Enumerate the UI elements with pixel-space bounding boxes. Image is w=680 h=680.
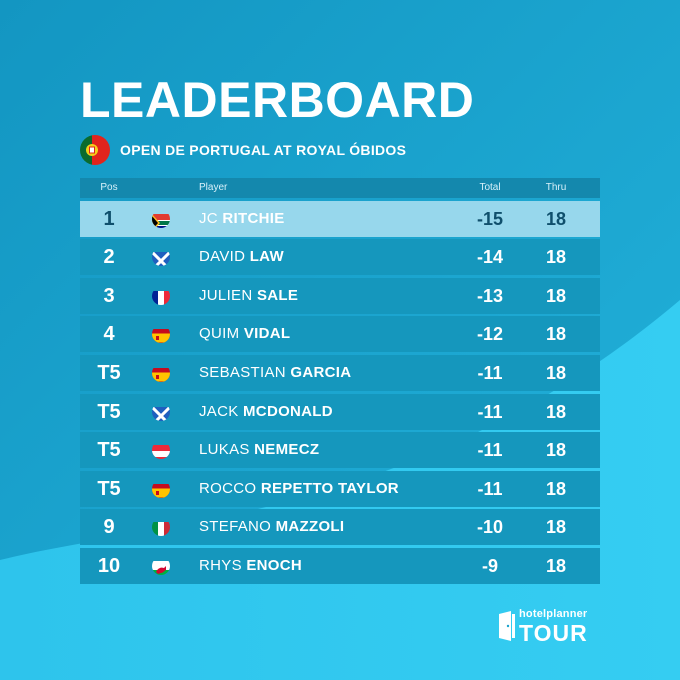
player-first-name: LUKAS xyxy=(199,441,250,459)
row-total: -11 xyxy=(477,401,503,422)
row-thru: 18 xyxy=(545,324,567,345)
france-flag-icon xyxy=(152,287,170,305)
row-thru: 18 xyxy=(545,247,567,268)
row-total: -11 xyxy=(477,478,503,499)
row-thru: 18 xyxy=(545,517,567,538)
portugal-flag-icon xyxy=(80,135,110,165)
player-last-name: RITCHIE xyxy=(222,209,285,227)
wales-flag-icon xyxy=(152,557,170,575)
scotland-flag-icon xyxy=(152,248,170,267)
row-position: 2 xyxy=(103,246,115,269)
player-last-name: GARCIA xyxy=(290,363,352,381)
row-total: -10 xyxy=(476,517,503,538)
hotelplanner-tour-logo: hotelplanner TOUR xyxy=(497,608,607,648)
row-total: -11 xyxy=(477,362,503,383)
row-total: -15 xyxy=(476,208,503,229)
row-position: 3 xyxy=(103,284,115,307)
row-position: 9 xyxy=(103,516,115,539)
row-thru: 18 xyxy=(545,440,567,461)
row-player: DAVID LAW xyxy=(199,239,284,275)
row-player: STEFANO MAZZOLI xyxy=(199,509,344,545)
player-last-name: NEMECZ xyxy=(254,441,320,459)
row-player: LUKAS NEMECZ xyxy=(199,432,319,468)
row-total: -11 xyxy=(477,440,503,461)
row-thru: 18 xyxy=(545,285,567,306)
row-thru: 18 xyxy=(545,362,567,383)
table-row: T5 SEBASTIAN GARCIA -11 18 xyxy=(80,354,600,391)
row-total: -14 xyxy=(476,247,503,268)
player-last-name: SALE xyxy=(256,286,299,304)
row-total: -12 xyxy=(476,324,503,345)
player-first-name: JC xyxy=(199,209,218,227)
scotland-flag-icon xyxy=(152,403,170,421)
austria-flag-icon xyxy=(152,441,170,460)
player-first-name: ROCCO xyxy=(199,479,257,497)
row-player: ROCCO REPETTO TAYLOR xyxy=(199,471,399,507)
logo-text-top: hotelplanner xyxy=(519,608,588,620)
table-row: 2 DAVID LAW -14 18 xyxy=(80,239,600,276)
table-header: Pos Player Total Thru xyxy=(80,178,600,198)
player-last-name: MCDONALD xyxy=(243,402,333,420)
column-header-thru: Thru xyxy=(545,182,567,193)
row-thru: 18 xyxy=(545,555,567,576)
row-position: T5 xyxy=(97,477,121,500)
player-first-name: SEBASTIAN xyxy=(199,363,286,381)
player-first-name: QUIM xyxy=(199,325,240,343)
player-first-name: DAVID xyxy=(199,248,246,266)
row-player: JULIEN SALE xyxy=(199,278,298,314)
player-first-name: JULIEN xyxy=(199,286,253,304)
south-africa-flag-icon xyxy=(152,210,170,228)
row-position: 10 xyxy=(97,554,121,577)
player-first-name: RHYS xyxy=(199,556,242,574)
table-row: 3 JULIEN SALE -13 18 xyxy=(80,277,600,314)
row-player: JC RITCHIE xyxy=(199,201,285,237)
table-row: T5 ROCCO REPETTO TAYLOR -11 18 xyxy=(80,470,600,507)
row-thru: 18 xyxy=(545,208,567,229)
page-title: LEADERBOARD xyxy=(80,72,475,128)
table-body: 1 JC RITCHIE -15 18 2 DAVID LAW -14 18 3 JULIEN S… xyxy=(80,200,600,584)
row-total: -9 xyxy=(481,555,498,576)
spain-flag-icon xyxy=(152,364,170,382)
player-first-name: STEFANO xyxy=(199,518,272,536)
table-row: 10 RHYS ENOCH -9 18 xyxy=(80,547,600,584)
row-player: QUIM VIDAL xyxy=(199,316,290,352)
player-last-name: MAZZOLI xyxy=(275,518,345,536)
player-last-name: VIDAL xyxy=(243,325,291,343)
table-row: T5 LUKAS NEMECZ -11 18 xyxy=(80,432,600,469)
row-position: 1 xyxy=(103,207,115,230)
row-player: RHYS ENOCH xyxy=(199,548,302,584)
row-thru: 18 xyxy=(545,478,567,499)
row-position: 4 xyxy=(103,323,115,346)
table-row: 9 STEFANO MAZZOLI -10 18 xyxy=(80,509,600,546)
row-player: JACK MCDONALD xyxy=(199,394,333,430)
row-player: SEBASTIAN GARCIA xyxy=(199,355,351,391)
player-first-name: JACK xyxy=(199,402,239,420)
leaderboard-table: Pos Player Total Thru 1 JC RITCHIE -15 18 2 D… xyxy=(80,178,600,584)
row-position: T5 xyxy=(97,400,121,423)
row-thru: 18 xyxy=(545,401,567,422)
door-icon xyxy=(499,611,515,641)
event-name: OPEN DE PORTUGAL AT ROYAL ÓBIDOS xyxy=(120,142,407,158)
player-last-name: ENOCH xyxy=(246,556,303,574)
table-row: 4 QUIM VIDAL -12 18 xyxy=(80,316,600,353)
column-header-player: Player xyxy=(199,182,228,193)
spain-flag-icon xyxy=(152,480,170,498)
player-last-name: LAW xyxy=(249,248,284,266)
row-position: T5 xyxy=(97,361,121,384)
italy-flag-icon xyxy=(152,518,170,537)
spain-flag-icon xyxy=(152,325,170,344)
row-position: T5 xyxy=(97,439,121,462)
column-header-pos: Pos xyxy=(100,182,118,193)
logo-text-bottom: TOUR xyxy=(519,620,588,646)
table-row: T5 JACK MCDONALD -11 18 xyxy=(80,393,600,430)
player-last-name: REPETTO TAYLOR xyxy=(260,479,399,497)
column-header-total: Total xyxy=(479,182,501,193)
row-total: -13 xyxy=(476,285,503,306)
table-row: 1 JC RITCHIE -15 18 xyxy=(80,200,600,237)
